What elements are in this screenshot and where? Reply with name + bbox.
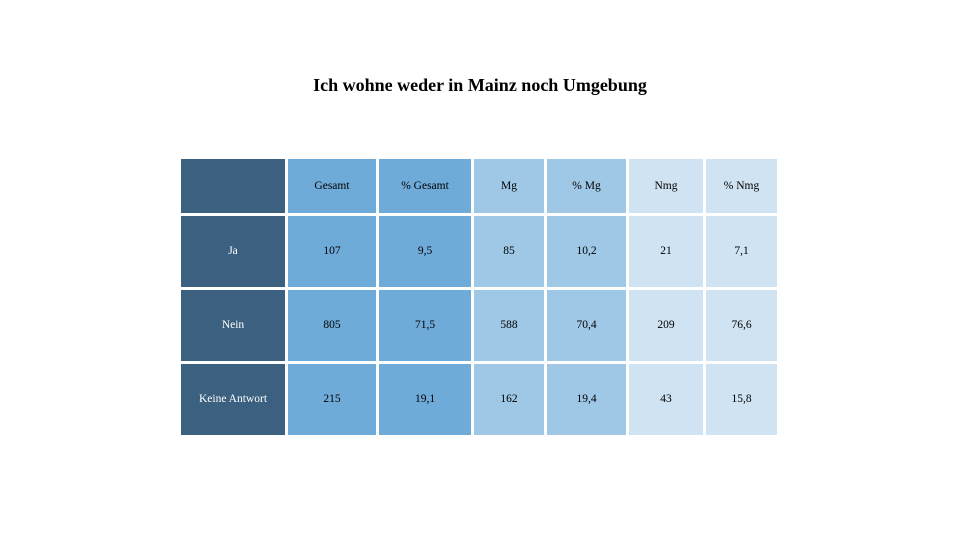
column-header: Nmg — [629, 159, 703, 213]
data-cell: 7,1 — [706, 216, 777, 287]
data-cell: 107 — [288, 216, 376, 287]
column-header: % Gesamt — [379, 159, 471, 213]
data-cell: 805 — [288, 290, 376, 361]
data-cell: 76,6 — [706, 290, 777, 361]
column-header: Gesamt — [288, 159, 376, 213]
data-cell: 15,8 — [706, 364, 777, 435]
data-cell: 70,4 — [547, 290, 626, 361]
data-cell: 162 — [474, 364, 544, 435]
data-cell: 9,5 — [379, 216, 471, 287]
row-label: Keine Antwort — [181, 364, 285, 435]
data-cell: 19,4 — [547, 364, 626, 435]
table-corner-cell — [181, 159, 285, 213]
data-cell: 10,2 — [547, 216, 626, 287]
data-cell: 21 — [629, 216, 703, 287]
page-title: Ich wohne weder in Mainz noch Umgebung — [313, 75, 647, 95]
data-cell: 215 — [288, 364, 376, 435]
column-header: Mg — [474, 159, 544, 213]
data-cell: 71,5 — [379, 290, 471, 361]
data-cell: 19,1 — [379, 364, 471, 435]
row-label: Ja — [181, 216, 285, 287]
column-header: % Mg — [547, 159, 626, 213]
data-cell: 43 — [629, 364, 703, 435]
data-cell: 588 — [474, 290, 544, 361]
row-label: Nein — [181, 290, 285, 361]
data-cell: 209 — [629, 290, 703, 361]
column-header: % Nmg — [706, 159, 777, 213]
data-table: Gesamt% Gesamt Mg% Mg Nmg% Nmg Ja 107 9,5 85 10… — [181, 159, 777, 436]
data-cell: 85 — [474, 216, 544, 287]
